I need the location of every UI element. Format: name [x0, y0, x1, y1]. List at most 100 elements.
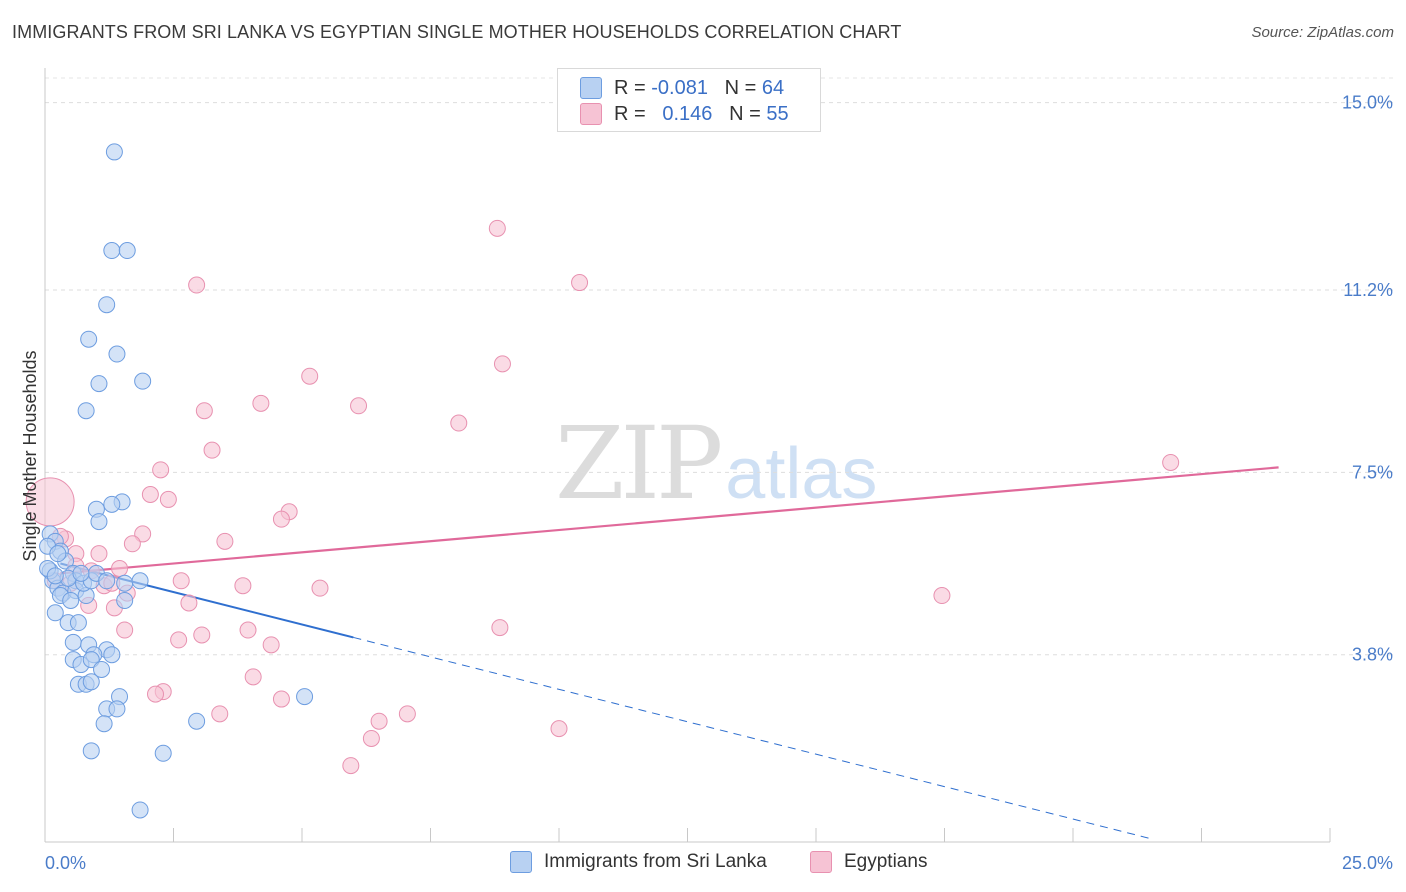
point-egyptians	[362, 729, 380, 747]
point-egyptians	[134, 525, 152, 543]
point-sri-lanka	[72, 564, 90, 582]
point-sri-lanka	[103, 242, 121, 260]
source-credit: Source: ZipAtlas.com	[1251, 24, 1394, 41]
point-egyptians	[211, 705, 229, 723]
watermark-atlas: atlas	[725, 434, 878, 514]
point-egyptians	[450, 414, 468, 432]
legend-label-sri-lanka: Immigrants from Sri Lanka	[544, 851, 767, 872]
x-tick-label: 25.0%	[1342, 853, 1393, 873]
point-egyptians	[272, 510, 290, 528]
point-sri-lanka	[80, 330, 98, 348]
legend-row-sri-lanka: R = -0.081 N = 64	[580, 75, 784, 101]
legend-swatch-pink	[810, 851, 832, 873]
point-sri-lanka	[98, 296, 116, 314]
point-egyptians	[170, 631, 188, 649]
x-tick-label: 0.0%	[45, 853, 86, 873]
point-egyptians	[172, 572, 190, 590]
point-sri-lanka	[98, 572, 116, 590]
legend-r-value: -0.081	[651, 76, 708, 99]
point-sri-lanka	[82, 673, 100, 691]
point-egyptians	[488, 219, 506, 237]
point-egyptians	[116, 621, 134, 639]
point-sri-lanka	[154, 744, 172, 762]
y-axis-label: Single Mother Households	[20, 350, 40, 561]
point-egyptians	[571, 274, 589, 292]
trend-line-sri-lanka-extension	[353, 636, 1151, 839]
legend-item-sri-lanka[interactable]: Immigrants from Sri Lanka	[510, 851, 767, 873]
point-sri-lanka	[93, 660, 111, 678]
point-sri-lanka	[82, 742, 100, 760]
point-sri-lanka	[95, 715, 113, 733]
point-sri-lanka	[46, 604, 64, 622]
point-sri-lanka	[296, 688, 314, 706]
point-egyptians	[272, 690, 290, 708]
point-egyptians	[550, 720, 568, 738]
point-egyptians	[370, 712, 388, 730]
point-egyptians	[262, 636, 280, 654]
point-egyptians	[239, 621, 257, 639]
point-sri-lanka	[131, 801, 149, 819]
point-sri-lanka	[188, 712, 206, 730]
point-sri-lanka	[103, 646, 121, 664]
legend-r-label: R =	[614, 102, 646, 125]
legend-item-egyptians[interactable]: Egyptians	[810, 851, 927, 873]
legend-swatch-blue	[580, 77, 602, 99]
point-sri-lanka	[62, 591, 80, 609]
tick-labels: 3.8% 7.5% 11.2% 15.0% 0.0% 25.0%	[45, 93, 1393, 873]
grid-lines	[45, 77, 1395, 656]
point-egyptians	[90, 545, 108, 563]
point-egyptians	[159, 490, 177, 508]
point-egyptians	[188, 276, 206, 294]
point-egyptians	[398, 705, 416, 723]
point-sri-lanka	[134, 372, 152, 390]
point-sri-lanka	[105, 143, 123, 161]
legend-r-label: R =	[614, 76, 646, 99]
y-tick-label: 15.0%	[1342, 93, 1393, 113]
point-egyptians	[933, 587, 951, 605]
point-egyptians	[195, 402, 213, 420]
point-egyptians	[1162, 453, 1180, 471]
trend-lines	[60, 466, 1279, 839]
legend-swatch-pink	[580, 103, 602, 125]
point-egyptians	[147, 685, 165, 703]
point-sri-lanka	[77, 402, 95, 420]
point-egyptians	[244, 668, 262, 686]
point-egyptians	[141, 486, 159, 504]
point-egyptians	[123, 535, 141, 553]
legend-n-value: 55	[766, 102, 789, 125]
series-legend: Immigrants from Sri Lanka Egyptians	[0, 851, 1406, 877]
point-egyptians	[350, 397, 368, 415]
watermark: ZIPatlas	[555, 405, 877, 522]
legend-row-egyptians: R = 0.146 N = 55	[580, 101, 789, 127]
point-sri-lanka	[90, 375, 108, 393]
point-sri-lanka	[64, 633, 82, 651]
trend-line-egyptians	[60, 466, 1279, 575]
point-egyptians	[311, 579, 329, 597]
legend-label-egyptians: Egyptians	[844, 851, 928, 872]
point-egyptians	[111, 559, 129, 577]
legend-n-label: N =	[724, 76, 757, 99]
point-sri-lanka	[116, 591, 134, 609]
y-tick-label: 11.2%	[1343, 280, 1393, 300]
axes	[44, 68, 1331, 843]
point-sri-lanka	[69, 614, 87, 632]
legend-n-value: 64	[761, 76, 785, 99]
point-sri-lanka	[90, 513, 108, 531]
legend-r-value: 0.146	[662, 102, 713, 125]
point-sri-lanka	[116, 574, 134, 592]
point-egyptians	[203, 441, 221, 459]
point-egyptians	[491, 619, 509, 637]
point-egyptians	[252, 394, 270, 412]
point-sri-lanka	[131, 572, 149, 590]
point-egyptians	[493, 355, 511, 373]
legend-n-label: N =	[729, 102, 761, 125]
point-egyptians	[342, 757, 360, 775]
point-sri-lanka	[108, 345, 126, 363]
point-sri-lanka	[46, 567, 64, 585]
point-sri-lanka	[108, 700, 126, 718]
point-sri-lanka	[49, 545, 67, 563]
data-points	[25, 143, 1180, 819]
point-egyptians	[193, 626, 211, 644]
point-sri-lanka	[103, 495, 121, 513]
